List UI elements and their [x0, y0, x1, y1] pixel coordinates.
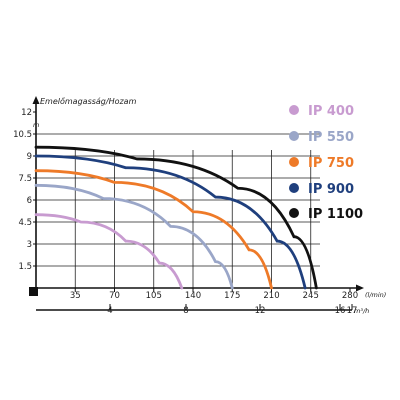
chart-title: Emelőmagasság/Hozam — [40, 97, 137, 106]
legend-dot-ip-900 — [289, 183, 299, 193]
y-tick-label: 10.5 — [13, 130, 32, 140]
series-curve-ip-900 — [34, 154, 307, 290]
legend-label-ip-400: IP 400 — [308, 104, 354, 119]
x-axis-arrow — [356, 284, 364, 292]
legend-dot-ip-550 — [289, 131, 299, 141]
x-tick-label: 210 — [263, 291, 279, 301]
y-tick-label: 4.5 — [18, 218, 32, 228]
legend-label-ip-550: IP 550 — [308, 130, 354, 145]
y-tick-label: 3 — [27, 240, 32, 250]
x2-tick-label: 12 — [255, 306, 266, 316]
y-tick-label: 12 — [21, 108, 32, 118]
y-tick-label: 6 — [27, 196, 32, 206]
legend-dot-ip-750 — [289, 157, 299, 167]
x-tick-label: 70 — [109, 291, 120, 301]
series-curve-ip-750 — [34, 169, 273, 290]
x-tick-label: 105 — [146, 291, 162, 301]
y-unit-label: m — [33, 121, 39, 129]
x-tick-label: 175 — [224, 291, 240, 301]
legend-label-ip-750: IP 750 — [308, 156, 354, 171]
x-tick-label: 35 — [70, 291, 81, 301]
origin-marker — [29, 287, 38, 296]
legend-label-ip-1100: IP 1100 — [308, 207, 363, 222]
y-axis-arrow — [32, 96, 40, 104]
x-tick-label: 245 — [303, 291, 319, 301]
series-curve-ip-1100 — [34, 145, 318, 290]
legend-label-ip-900: IP 900 — [308, 182, 354, 197]
legend: IP 400 IP 550 IP 750 IP 900 IP 1100 — [289, 104, 363, 222]
x-unit-label: (l/min) — [365, 291, 386, 299]
series-curve-ip-550 — [34, 183, 234, 290]
legend-dot-ip-400 — [289, 105, 299, 115]
x-tick-label: 140 — [185, 291, 201, 301]
x2-tick-label: 16 — [335, 306, 346, 316]
series-curve-ip-400 — [34, 213, 184, 290]
legend-dot-ip-1100 — [289, 208, 299, 218]
x2-unit-label: m³/h — [354, 307, 369, 315]
y-tick-label: 1.5 — [18, 262, 32, 272]
x2-tick-label: 17 — [347, 306, 358, 316]
x-tick-label: 280 — [342, 291, 358, 301]
x2-tick-label: 4 — [107, 306, 112, 316]
y-tick-label: 9 — [27, 152, 32, 162]
y-tick-label: 7.5 — [18, 174, 32, 184]
x2-tick-label: 8 — [183, 306, 188, 316]
curves — [34, 145, 318, 290]
